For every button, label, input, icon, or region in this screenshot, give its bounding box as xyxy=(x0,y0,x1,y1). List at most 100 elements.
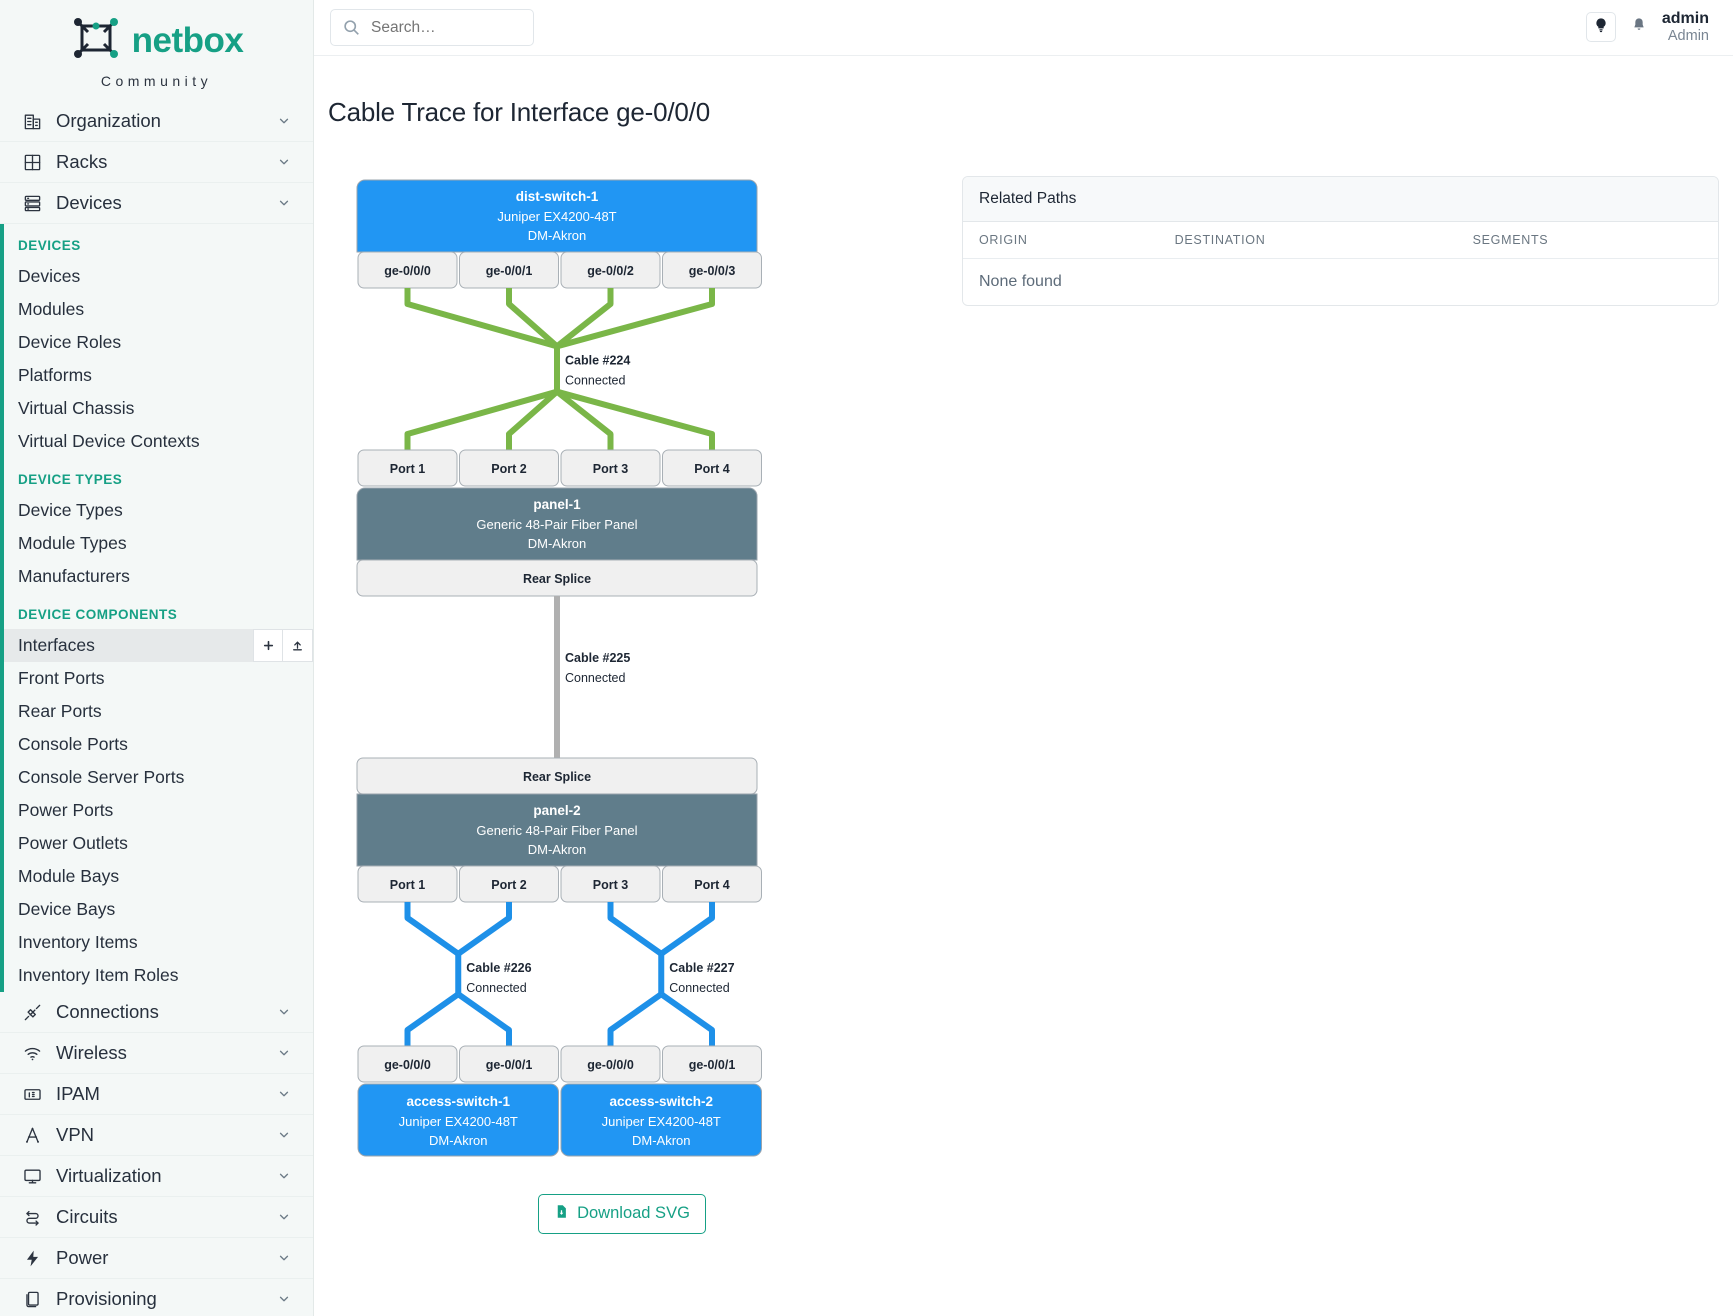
port-box[interactable] xyxy=(560,449,661,487)
sidebar-group-vpn[interactable]: VPN xyxy=(0,1115,313,1156)
top-bar: admin Admin xyxy=(314,0,1733,56)
sidebar-item-virtual-chassis[interactable]: Virtual Chassis xyxy=(4,392,313,425)
sidebar-item-console-ports[interactable]: Console Ports xyxy=(4,728,313,761)
sidebar-item-rear-ports[interactable]: Rear Ports xyxy=(4,695,313,728)
notifications-button[interactable] xyxy=(1628,15,1650,39)
sidebar-group-provisioning[interactable]: Provisioning xyxy=(0,1279,313,1316)
sidebar-item-device-types[interactable]: Device Types xyxy=(4,494,313,527)
sidebar-group-devices[interactable]: Devices xyxy=(0,183,313,224)
port-box[interactable] xyxy=(459,1045,559,1083)
sidebar-item-device-bays[interactable]: Device Bays xyxy=(4,893,313,926)
sidebar-item-label: Device Roles xyxy=(18,332,122,352)
sidebar-group-power[interactable]: Power xyxy=(0,1238,313,1279)
cable-cable225[interactable]: Cable #225 Connected xyxy=(554,595,630,758)
trace-node-dist-switch-1[interactable]: dist-switch-1 Juniper EX4200-48T DM-Akron xyxy=(356,179,758,253)
sidebar-group-wireless[interactable]: Wireless xyxy=(0,1033,313,1074)
sidebar-group-virtualization[interactable]: Virtualization xyxy=(0,1156,313,1197)
sidebar-group-racks[interactable]: Racks xyxy=(0,142,313,183)
search-box[interactable] xyxy=(330,9,534,46)
port-box[interactable] xyxy=(662,449,762,487)
sidebar-item-label: Virtual Device Contexts xyxy=(18,431,200,451)
port-box[interactable] xyxy=(662,865,762,903)
user-role: Admin xyxy=(1667,28,1709,45)
column-origin: ORIGIN xyxy=(963,221,1159,259)
port-box[interactable] xyxy=(357,1045,458,1083)
port-box[interactable] xyxy=(357,251,458,289)
port-box[interactable] xyxy=(357,449,458,487)
port-box[interactable] xyxy=(459,865,559,903)
rear-port-panel-2[interactable]: Rear Splice xyxy=(356,757,758,795)
sidebar-item-front-ports[interactable]: Front Ports xyxy=(4,662,313,695)
user-menu[interactable]: admin Admin xyxy=(1662,10,1709,44)
sidebar-item-label: Inventory Item Roles xyxy=(18,965,179,985)
sidebar-group-circuits[interactable]: Circuits xyxy=(0,1197,313,1238)
sidebar-item-power-ports[interactable]: Power Ports xyxy=(4,794,313,827)
sidebar-item-manufacturers[interactable]: Manufacturers xyxy=(4,560,313,593)
sidebar-sections: DEVICES Devices Modules Device Roles Platfor… xyxy=(0,224,313,992)
sidebar-item-module-bays[interactable]: Module Bays xyxy=(4,860,313,893)
cable-segment xyxy=(404,991,460,1046)
sidebar-item-power-outlets[interactable]: Power Outlets xyxy=(4,827,313,860)
chevron-down-icon[interactable] xyxy=(277,1251,291,1265)
port-box[interactable] xyxy=(459,251,559,289)
sidebar-item-devices[interactable]: Devices xyxy=(4,260,313,293)
port-box[interactable] xyxy=(560,1045,661,1083)
sidebar-item-interfaces[interactable]: Interfaces xyxy=(4,629,313,662)
sidebar-group-label: Circuits xyxy=(56,1206,118,1227)
plus-icon[interactable] xyxy=(253,629,283,662)
sidebar-item-module-types[interactable]: Module Types xyxy=(4,527,313,560)
upload-icon[interactable] xyxy=(283,629,313,662)
sidebar-item-label: Power Ports xyxy=(18,800,114,820)
sidebar-group-connections[interactable]: Connections xyxy=(0,992,313,1033)
chevron-down-icon[interactable] xyxy=(277,1210,291,1224)
port-box[interactable] xyxy=(560,251,661,289)
search-input[interactable] xyxy=(369,17,521,38)
chevron-down-icon[interactable] xyxy=(277,1005,291,1019)
sidebar-item-console-server-ports[interactable]: Console Server Ports xyxy=(4,761,313,794)
trace-node-access-switch-1[interactable]: access-switch-1 Juniper EX4200-48T DM-Akro… xyxy=(357,1083,559,1157)
rear-port-box[interactable] xyxy=(356,559,758,597)
port-label: Port 1 xyxy=(390,462,425,476)
port-box[interactable] xyxy=(459,449,559,487)
sidebar-item-inventory-item-roles[interactable]: Inventory Item Roles xyxy=(4,959,313,992)
chevron-down-icon[interactable] xyxy=(277,114,291,128)
theme-toggle-button[interactable] xyxy=(1585,12,1616,43)
brand[interactable]: netbox Community xyxy=(0,0,313,101)
download-svg-button[interactable]: Download SVG xyxy=(538,1193,706,1234)
sidebar-item-inventory-items[interactable]: Inventory Items xyxy=(4,926,313,959)
sidebar-section-title: DEVICES xyxy=(18,238,81,253)
node-model: Generic 48-Pair Fiber Panel xyxy=(476,823,637,838)
port-label: ge-0/0/1 xyxy=(486,1058,533,1072)
sidebar-item-device-roles[interactable]: Device Roles xyxy=(4,326,313,359)
sidebar-group-organization[interactable]: Organization xyxy=(0,101,313,142)
chevron-down-icon[interactable] xyxy=(277,1128,291,1142)
cable-cable226[interactable]: Cable #226 Connected xyxy=(404,901,532,1046)
chevron-down-icon[interactable] xyxy=(277,1046,291,1060)
chevron-down-icon[interactable] xyxy=(277,1087,291,1101)
cable-cable224[interactable]: Cable #224 Connected xyxy=(404,287,715,450)
node-model: Generic 48-Pair Fiber Panel xyxy=(476,517,637,532)
sidebar-group-ipam[interactable]: IPAM xyxy=(0,1074,313,1115)
trace-node-panel-2[interactable]: panel-2 Generic 48-Pair Fiber Panel DM-Akr… xyxy=(356,793,758,867)
search-icon xyxy=(343,19,360,36)
port-box[interactable] xyxy=(560,865,661,903)
chevron-down-icon[interactable] xyxy=(277,1292,291,1306)
chevron-down-icon[interactable] xyxy=(277,155,291,169)
sidebar-item-platforms[interactable]: Platforms xyxy=(4,359,313,392)
port-box[interactable] xyxy=(662,251,762,289)
trace-node-panel-1[interactable]: panel-1 Generic 48-Pair Fiber Panel DM-Akr… xyxy=(356,487,758,561)
cable-trace-diagram: dist-switch-1 Juniper EX4200-48T DM-Akron g… xyxy=(328,172,916,1234)
chevron-down-icon[interactable] xyxy=(277,196,291,210)
cable-cable227[interactable]: Cable #227 Connected xyxy=(607,901,735,1046)
trace-node-access-switch-2[interactable]: access-switch-2 Juniper EX4200-48T DM-Akro… xyxy=(560,1083,762,1157)
node-name: access-switch-2 xyxy=(609,1094,713,1109)
chevron-down-icon[interactable] xyxy=(277,1169,291,1183)
front-port-row-panel-2: Port 1 Port 2 Port 3 Port 4 xyxy=(357,865,762,903)
sidebar-item-modules[interactable]: Modules xyxy=(4,293,313,326)
port-box[interactable] xyxy=(662,1045,762,1083)
sidebar-group-label: VPN xyxy=(56,1124,95,1145)
rear-port-panel-1[interactable]: Rear Splice xyxy=(356,559,758,597)
sidebar-item-label: Front Ports xyxy=(18,668,105,688)
port-box[interactable] xyxy=(357,865,458,903)
sidebar-item-virtual-device-contexts[interactable]: Virtual Device Contexts xyxy=(4,425,313,458)
